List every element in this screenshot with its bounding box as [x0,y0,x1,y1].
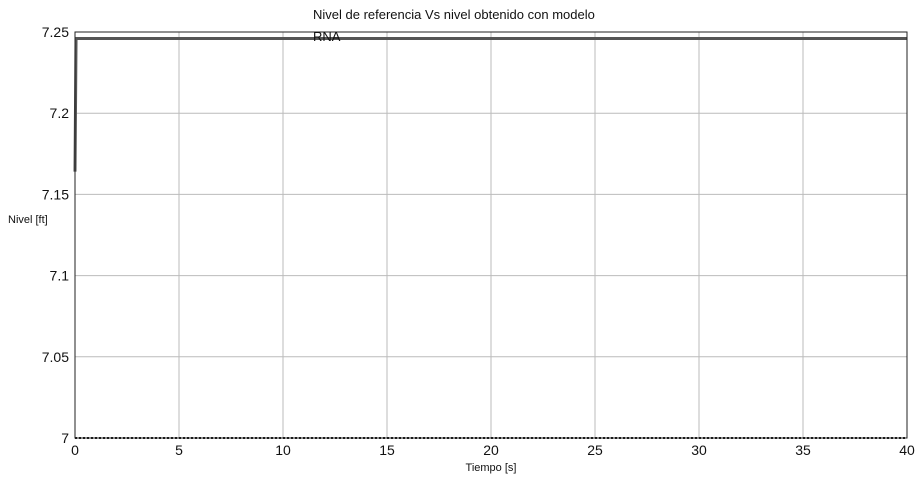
y-tick-label: 7.1 [50,268,70,284]
x-tick-label: 5 [175,442,183,458]
y-tick-label: 7.2 [50,105,70,121]
series-line-1 [73,37,907,172]
x-tick-label: 30 [691,442,707,458]
x-axis-label: Tiempo [s] [466,462,517,474]
tick-labels: 0 5 10 15 20 25 30 35 40 7 7.05 7.1 7.15 7.2 7.25 [42,24,915,458]
y-axis-label: Nivel [ft] [8,214,48,226]
chart-title-line-2: RNA [313,29,341,44]
y-tick-label: 7.15 [42,186,69,202]
grid [75,32,907,438]
chart-title-line-1: Nivel de referencia Vs nivel obtenido co… [313,7,595,22]
plot-area-frame [74,31,908,439]
y-tick-label: 7.25 [42,24,69,40]
y-tick-label: 7.05 [42,349,69,365]
x-tick-label: 35 [795,442,811,458]
x-tick-label: 25 [587,442,603,458]
x-tick-label: 0 [71,442,79,458]
x-tick-label: 20 [483,442,499,458]
y-tick-label: 7 [61,430,69,446]
x-tick-label: 40 [899,442,915,458]
x-tick-label: 15 [379,442,395,458]
x-tick-label: 10 [275,442,291,458]
